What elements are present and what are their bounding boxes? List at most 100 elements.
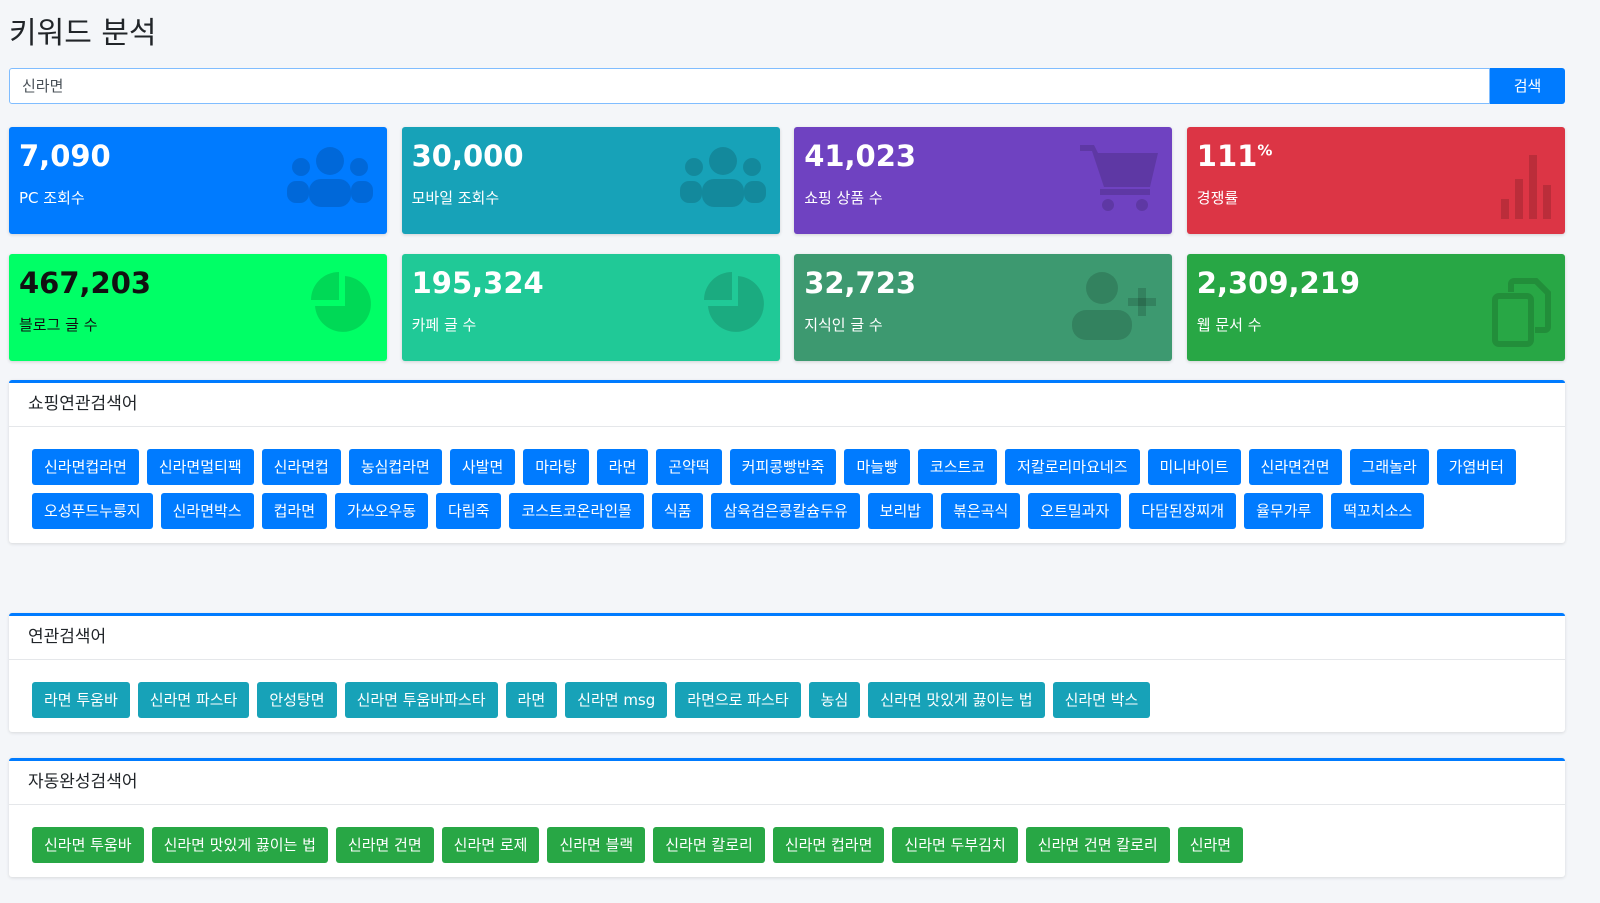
keyword-tag[interactable]: 사발면 — [449, 449, 516, 485]
tag-list: 신라면 투움바 신라면 맛있게 끓이는 법 신라면 건면 신라면 로제 신라면 블랙 신라… — [9, 805, 1565, 877]
keyword-tag[interactable]: 신라면 투움바 — [32, 827, 144, 863]
keyword-tag[interactable]: 저칼로리마요네즈 — [1005, 449, 1140, 485]
pie-icon — [703, 272, 764, 332]
keyword-tag[interactable]: 신라면 msg — [565, 682, 668, 718]
keyword-tag[interactable]: 신라면 맛있게 끓이는 법 — [151, 827, 328, 863]
page-title: 키워드 분석 — [9, 16, 157, 51]
keyword-tag[interactable]: 신라면 칼로리 — [653, 827, 765, 863]
keyword-tag[interactable]: 신라면컵 — [261, 449, 341, 485]
keyword-tag[interactable]: 보리밥 — [867, 493, 934, 529]
keyword-tag[interactable]: 볶은곡식 — [941, 493, 1021, 529]
keyword-tag[interactable]: 율무가루 — [1244, 493, 1324, 529]
stat-card: 32,723 지식인 글 수 — [794, 254, 1173, 361]
keyword-tag[interactable]: 코스트코온라인몰 — [509, 493, 644, 529]
stat-value: 32,723 — [804, 266, 917, 300]
related-section: 연관검색어 라면 투움바 신라면 파스타 안성탕면 신라면 투움바파스타 라면 신라면 m… — [9, 613, 1565, 732]
stat-card: 41,023 쇼핑 상품 수 — [794, 127, 1173, 234]
users-icon — [679, 147, 766, 207]
section-header: 연관검색어 — [9, 616, 1565, 660]
section-header: 자동완성검색어 — [9, 761, 1565, 805]
keyword-tag[interactable]: 삼육검은콩칼슘두유 — [711, 493, 860, 529]
keyword-tag[interactable]: 신라면 박스 — [1052, 682, 1151, 718]
stat-card: 7,090 PC 조회수 — [9, 127, 387, 234]
keyword-tag[interactable]: 식품 — [651, 493, 704, 529]
search-button[interactable]: 검색 — [1490, 68, 1565, 104]
keyword-tag[interactable]: 코스트코 — [917, 449, 998, 485]
keyword-tag[interactable]: 미니바이트 — [1147, 449, 1241, 485]
keyword-tag[interactable]: 신라면 로제 — [441, 827, 540, 863]
keyword-tag[interactable]: 라면으로 파스타 — [675, 682, 801, 718]
users-icon — [287, 147, 373, 207]
stat-value: 41,023 — [804, 139, 917, 173]
search-input[interactable]: 신라면 — [9, 68, 1490, 104]
keyword-tag[interactable]: 가쓰오우동 — [335, 493, 429, 529]
keyword-tag[interactable]: 신라면 블랙 — [547, 827, 646, 863]
keyword-tag[interactable]: 신라면 컵라면 — [772, 827, 885, 863]
keyword-tag[interactable]: 라면 투움바 — [32, 682, 130, 718]
tag-list: 라면 투움바 신라면 파스타 안성탕면 신라면 투움바파스타 라면 신라면 msg 라면으로… — [9, 660, 1565, 732]
keyword-tag[interactable]: 다림죽 — [436, 493, 502, 529]
keyword-tag[interactable]: 마라탕 — [523, 449, 589, 485]
keyword-tag[interactable]: 안성탕면 — [257, 682, 337, 718]
stat-label: 경쟁률 — [1196, 189, 1239, 207]
keyword-tag[interactable]: 신라면 건면 — [335, 827, 434, 863]
keyword-tag[interactable]: 신라면 맛있게 끓이는 법 — [868, 682, 1045, 718]
stat-label: PC 조회수 — [19, 189, 85, 207]
cart-icon — [1080, 145, 1159, 211]
stat-value: 7,090 — [19, 139, 111, 173]
stat-label: 쇼핑 상품 수 — [804, 189, 883, 207]
keyword-tag[interactable]: 신라면박스 — [160, 493, 254, 529]
user-plus-icon — [1072, 272, 1157, 340]
keyword-tag[interactable]: 라면 — [596, 449, 649, 485]
keyword-tag[interactable]: 농심컵라면 — [348, 449, 442, 485]
keyword-tag[interactable]: 컵라면 — [261, 493, 328, 529]
stat-value: 467,203 — [19, 266, 152, 300]
bar-chart-icon — [1500, 155, 1551, 219]
keyword-tag[interactable]: 신라면컵라면 — [32, 449, 139, 485]
stat-label: 모바일 조회수 — [411, 189, 500, 207]
pie-icon — [311, 272, 371, 332]
keyword-tag[interactable]: 신라면 두부김치 — [892, 827, 1018, 863]
keyword-tag[interactable]: 커피콩빵반죽 — [729, 449, 837, 485]
keyword-tag[interactable]: 신라면 파스타 — [137, 682, 250, 718]
stat-value: 2,309,219 — [1196, 266, 1361, 300]
stat-card: 195,324 카페 글 수 — [401, 254, 780, 361]
stat-value: 195,324 — [411, 266, 544, 300]
autocomplete-section: 자동완성검색어 신라면 투움바 신라면 맛있게 끓이는 법 신라면 건면 신라면 로제… — [9, 758, 1565, 877]
keyword-tag[interactable]: 그래놀라 — [1349, 449, 1429, 485]
keyword-tag[interactable]: 신라면건면 — [1248, 449, 1342, 485]
stat-card: 111% 경쟁률 — [1186, 127, 1565, 234]
stat-number: 111 — [1196, 139, 1258, 173]
search-bar: 신라면 검색 — [9, 68, 1565, 104]
keyword-tag[interactable]: 마늘빵 — [844, 449, 910, 485]
stat-label: 카페 글 수 — [411, 316, 477, 334]
keyword-tag[interactable]: 신라면 건면 칼로리 — [1025, 827, 1170, 863]
keyword-tag[interactable]: 라면 — [505, 682, 558, 718]
stat-value: 111% — [1197, 139, 1273, 173]
stat-label: 블로그 글 수 — [19, 316, 98, 334]
keyword-tag[interactable]: 신라면멀티팩 — [146, 449, 254, 485]
keyword-tag[interactable]: 농심 — [808, 682, 861, 718]
stat-card: 30,000 모바일 조회수 — [401, 127, 780, 234]
keyword-tag[interactable]: 신라면 투움바파스타 — [344, 682, 498, 718]
stat-label: 지식인 글 수 — [804, 316, 883, 334]
keyword-tag[interactable]: 다담된장찌개 — [1129, 493, 1237, 529]
keyword-tag[interactable]: 떡꼬치소스 — [1331, 493, 1425, 529]
keyword-tag[interactable]: 가염버터 — [1436, 449, 1516, 485]
stats-grid: 7,090 PC 조회수 30,000 모바일 조회수 41,023 쇼핑 상품… — [9, 127, 1565, 361]
stat-card: 2,309,219 웹 문서 수 — [1186, 254, 1565, 361]
shopping-related-section: 쇼핑연관검색어 신라면컵라면 신라면멀티팩 신라면컵 농심컵라면 사발면 마라탕 라면 곤약떡… — [9, 380, 1565, 543]
stat-unit: % — [1257, 141, 1273, 160]
stat-value: 30,000 — [411, 139, 524, 173]
section-header: 쇼핑연관검색어 — [9, 383, 1565, 427]
keyword-tag[interactable]: 곤약떡 — [656, 449, 722, 485]
stat-card: 467,203 블로그 글 수 — [9, 254, 387, 361]
keyword-tag[interactable]: 오트밀과자 — [1028, 493, 1122, 529]
keyword-tag[interactable]: 오성푸드누룽지 — [32, 493, 153, 529]
keyword-tag[interactable]: 신라면 — [1177, 827, 1244, 863]
tag-list: 신라면컵라면 신라면멀티팩 신라면컵 농심컵라면 사발면 마라탕 라면 곤약떡 커피콩빵반죽 마늘… — [9, 427, 1565, 543]
copy-icon — [1491, 278, 1551, 347]
stat-label: 웹 문서 수 — [1196, 316, 1262, 334]
